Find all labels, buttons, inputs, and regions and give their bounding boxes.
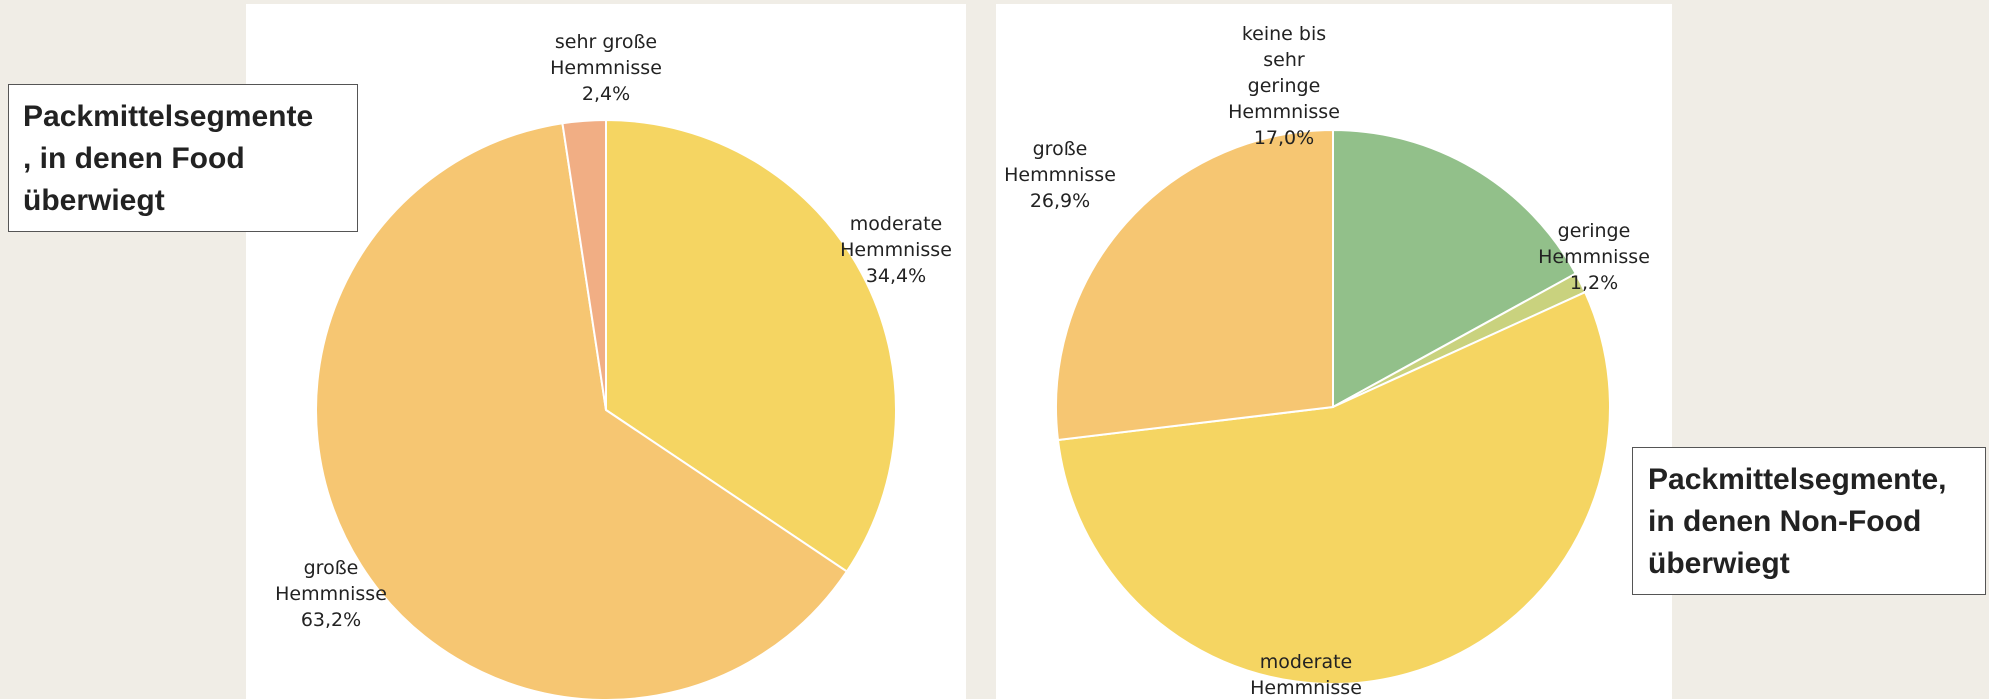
pie-slice — [561, 118, 607, 411]
right-pie-chart: keine bis sehr geringe Hemmnisse 17,0% gering… — [1004, 23, 1650, 699]
pie-slice — [1332, 128, 1578, 409]
slice-label-line: Hemmnisse — [1004, 164, 1116, 186]
pie-slice — [605, 118, 897, 573]
slice-label: moderate Hemmnisse — [1250, 651, 1362, 699]
callout-line: überwiegt — [23, 184, 165, 217]
slice-label-line: Hemmnisse — [550, 57, 662, 79]
slice-label-line: moderate — [1260, 651, 1352, 673]
slice-label: große Hemmnisse 26,9% — [1004, 138, 1116, 212]
non-food-callout-box: Packmittelsegmente, in denen Non-Food üb… — [1632, 447, 1986, 595]
left-chart-panel: moderate Hemmnisse 34,4% große Hemmnisse 63,2… — [246, 4, 966, 699]
callout-line: Packmittelsegmente — [23, 100, 314, 133]
callout-line: , in denen Food — [23, 142, 245, 175]
slice-label-line: geringe — [1558, 220, 1631, 242]
slice-label: sehr große Hemmnisse 2,4% — [550, 31, 662, 105]
slice-label-line: Hemmnisse — [1250, 677, 1362, 699]
slice-label: große Hemmnisse 63,2% — [275, 557, 387, 631]
food-callout-box: Packmittelsegmente , in denen Food überw… — [8, 84, 358, 232]
slice-label-line: geringe — [1248, 75, 1321, 97]
pie-slice — [1056, 290, 1611, 686]
slice-label-line: 1,2% — [1570, 272, 1618, 294]
slice-label-line: Hemmnisse — [840, 239, 952, 261]
slice-label-line: Hemmnisse — [1538, 246, 1650, 268]
slice-label-line: sehr — [1263, 49, 1305, 71]
slice-label: geringe Hemmnisse 1,2% — [1538, 220, 1650, 294]
pie-slice — [315, 122, 849, 699]
callout-line: Packmittelsegmente, — [1648, 463, 1947, 496]
slice-label-line: Hemmnisse — [1228, 101, 1340, 123]
slice-label: moderate Hemmnisse 34,4% — [840, 213, 952, 287]
callout-line: überwiegt — [1648, 547, 1790, 580]
right-chart-panel: keine bis sehr geringe Hemmnisse 17,0% gering… — [996, 4, 1672, 699]
slice-label-line: große — [304, 557, 359, 579]
callout-line: in denen Non-Food — [1648, 505, 1922, 538]
slice-label-line: keine bis — [1242, 23, 1326, 45]
slice-label-line: sehr große — [555, 31, 657, 53]
slice-label-line: 34,4% — [866, 265, 926, 287]
slice-label-line: moderate — [850, 213, 942, 235]
slice-label-line: 2,4% — [582, 83, 630, 105]
slice-label-line: große — [1033, 138, 1088, 160]
slice-label-line: 17,0% — [1254, 127, 1314, 149]
slice-label-line: 63,2% — [301, 609, 361, 631]
left-pie-chart: moderate Hemmnisse 34,4% große Hemmnisse 63,2… — [275, 31, 952, 699]
slice-label-line: 26,9% — [1030, 190, 1090, 212]
slice-label: keine bis sehr geringe Hemmnisse 17,0% — [1228, 23, 1340, 149]
pie-slice — [1055, 128, 1334, 442]
slice-label-line: Hemmnisse — [275, 583, 387, 605]
